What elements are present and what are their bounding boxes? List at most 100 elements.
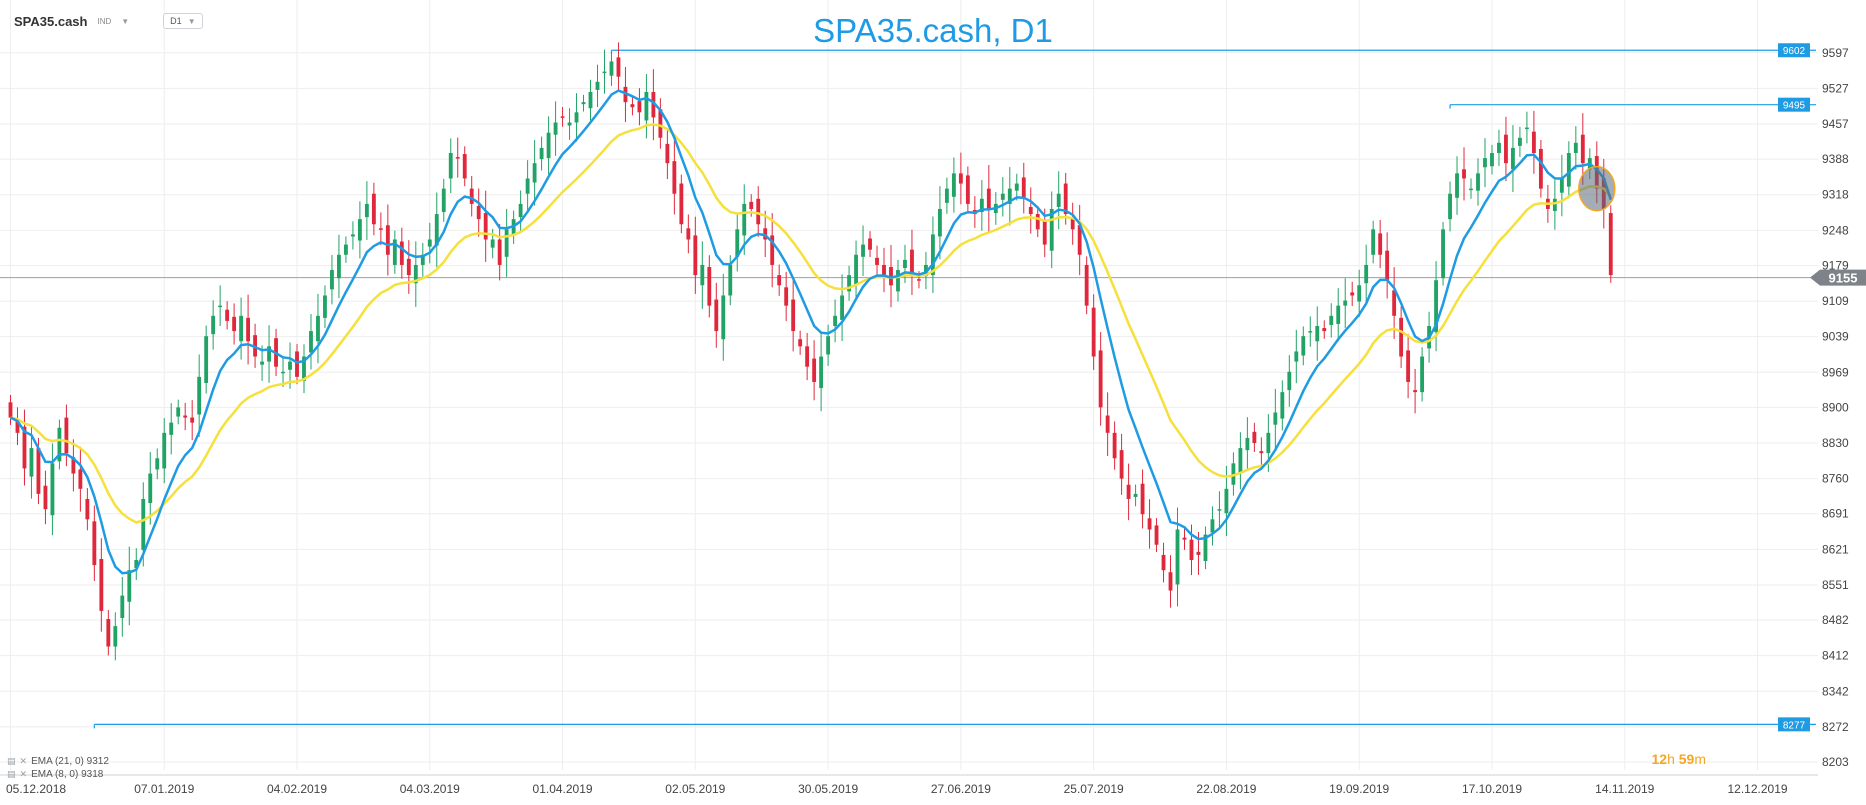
candle-body — [1126, 484, 1131, 499]
x-tick-label: 01.04.2019 — [533, 782, 593, 796]
candle-body — [497, 239, 502, 265]
candle-body — [1217, 509, 1222, 511]
candle-body — [1238, 448, 1243, 474]
candle-body — [1538, 148, 1543, 189]
candle-body — [1105, 415, 1110, 433]
candle-body — [378, 228, 383, 230]
x-tick-label: 07.01.2019 — [134, 782, 194, 796]
candle-body — [71, 457, 76, 474]
candle-body — [1112, 432, 1117, 459]
candle-body — [1573, 142, 1578, 154]
y-tick-label: 8969 — [1822, 365, 1849, 379]
candle-body — [246, 317, 251, 342]
candle-body — [1322, 328, 1327, 332]
close-icon[interactable]: ✕ — [19, 769, 28, 779]
y-tick-label: 9457 — [1822, 117, 1849, 131]
level-tag-label: 9602 — [1783, 46, 1806, 57]
ema-21-line — [10, 123, 1612, 524]
candle-body — [1462, 169, 1466, 179]
candle-body — [462, 154, 467, 179]
candle-body — [539, 147, 544, 160]
candle-body — [1371, 229, 1376, 255]
y-tick-label: 9388 — [1822, 152, 1849, 166]
level-tag — [1778, 43, 1810, 58]
candle-body — [1490, 153, 1494, 167]
close-icon[interactable]: ✕ — [19, 756, 28, 766]
candle-body — [134, 560, 139, 569]
candle-body — [211, 315, 216, 335]
candle-body — [1140, 483, 1145, 515]
x-tick-label: 19.09.2019 — [1329, 782, 1389, 796]
candle-body — [672, 161, 677, 194]
y-tick-label: 8900 — [1822, 400, 1849, 414]
candle-body — [882, 264, 886, 276]
candle-body — [951, 173, 956, 197]
current-price-tag — [1810, 269, 1866, 286]
candle-body — [854, 254, 858, 286]
candle-body — [651, 91, 656, 118]
candle-body — [148, 473, 153, 504]
candle-body — [1203, 534, 1208, 562]
x-tick-label: 04.03.2019 — [400, 782, 460, 796]
candle-body — [260, 361, 264, 365]
candle-body — [1350, 292, 1355, 296]
candle-body — [1559, 178, 1564, 193]
candle-body — [875, 257, 879, 265]
candle-body — [190, 417, 195, 423]
candle-body — [819, 356, 824, 389]
candle-body — [288, 361, 292, 370]
candle-body — [1070, 218, 1075, 230]
candle-body — [553, 122, 558, 135]
markers — [1578, 165, 1616, 212]
candle-body — [155, 458, 160, 470]
indicator-legend-ema8[interactable]: ▤ ✕ EMA (8, 0) 9318 — [7, 769, 103, 780]
timeframe-select[interactable]: D1 ▼ — [163, 13, 203, 29]
candle-body — [1119, 450, 1124, 479]
candle-body — [1259, 451, 1264, 454]
x-tick-label: 02.05.2019 — [665, 782, 725, 796]
countdown-minutes: 59 — [1678, 751, 1695, 767]
price-axis: 9597 9527 9457 9388 9318 9248 9179 9109 9039 8969… — [1822, 46, 1849, 769]
candle-body — [1287, 371, 1292, 391]
candle-body — [1364, 264, 1369, 284]
candle-body — [658, 109, 663, 138]
candle-body — [1077, 225, 1082, 255]
candle-countdown: 12h 59m — [1651, 751, 1706, 767]
candle-body — [868, 238, 872, 250]
y-tick-label: 9248 — [1822, 223, 1849, 237]
candle-body — [1392, 290, 1397, 316]
y-tick-label: 8691 — [1822, 507, 1849, 521]
chevron-down-icon: ▼ — [187, 16, 196, 26]
symbol-label[interactable]: SPA35.cash — [14, 13, 88, 29]
candle-body — [1273, 412, 1278, 425]
candle-body — [1266, 432, 1271, 454]
y-tick-label: 8760 — [1822, 472, 1849, 486]
candle-body — [770, 235, 775, 265]
candle-body — [1224, 488, 1229, 514]
candle-body — [337, 254, 341, 279]
candle-body — [1504, 134, 1508, 164]
candle-body — [840, 295, 844, 320]
chart-grid — [0, 0, 1818, 776]
highlight-marker — [1578, 165, 1616, 212]
chevron-down-icon[interactable]: ▼ — [121, 16, 130, 26]
indicator-legend-ema21[interactable]: ▤ ✕ EMA (21, 0) 9312 — [7, 756, 109, 767]
y-tick-label: 8830 — [1822, 436, 1849, 450]
candle-body — [588, 91, 593, 109]
candle-body — [889, 266, 893, 286]
candle-body — [1511, 147, 1515, 170]
candle-body — [169, 422, 174, 435]
candle-body — [595, 81, 600, 90]
candle-body — [1455, 173, 1459, 198]
indicator-settings-icon[interactable]: ▤ — [7, 769, 16, 779]
candle-body — [903, 259, 907, 268]
candle-body — [1552, 198, 1557, 212]
candle-body — [1210, 519, 1215, 533]
candle-body — [1189, 539, 1194, 561]
candle-body — [1329, 315, 1334, 325]
indicator-settings-icon[interactable]: ▤ — [7, 756, 16, 766]
candle-body — [965, 175, 970, 204]
candle-body — [1524, 127, 1529, 130]
candle-body — [1343, 300, 1348, 306]
